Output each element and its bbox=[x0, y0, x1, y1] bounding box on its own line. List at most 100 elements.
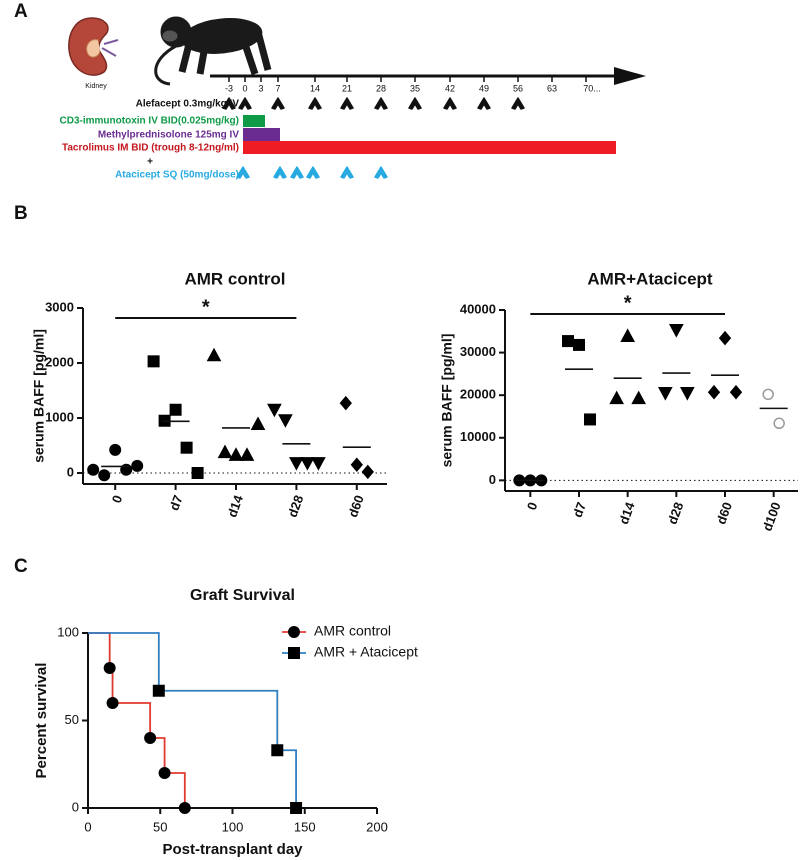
x-tick-label: 150 bbox=[294, 819, 316, 834]
x-tick-label: d7 bbox=[166, 493, 185, 512]
point bbox=[350, 457, 363, 473]
point bbox=[300, 457, 315, 471]
alefacept-dose bbox=[408, 97, 422, 110]
point bbox=[288, 626, 300, 638]
point bbox=[147, 355, 160, 368]
timeline-tick-label: 35 bbox=[410, 83, 420, 93]
kidney-icon bbox=[68, 17, 119, 76]
alefacept-dose bbox=[340, 97, 354, 110]
tacrolimus-bar bbox=[243, 141, 616, 154]
point bbox=[191, 467, 204, 479]
timeline-tick-label: 70... bbox=[583, 83, 601, 93]
point bbox=[239, 447, 255, 461]
x-tick-label: d14 bbox=[224, 492, 246, 519]
point bbox=[271, 744, 284, 757]
point bbox=[267, 403, 282, 418]
y-tick-label: 0 bbox=[72, 799, 79, 814]
point bbox=[144, 732, 157, 744]
point bbox=[152, 684, 165, 697]
point bbox=[657, 387, 673, 401]
alefacept-dose bbox=[511, 97, 525, 110]
y-tick-label: 0 bbox=[489, 472, 496, 487]
alefacept-dose bbox=[238, 97, 252, 110]
y-tick-label: 100 bbox=[57, 624, 79, 639]
y-axis-title: serum BAFF [pg/ml] bbox=[31, 329, 47, 463]
cd3-bar bbox=[243, 115, 265, 127]
x-tick-label: 200 bbox=[366, 819, 388, 834]
timeline-tick-label: 0 bbox=[242, 83, 247, 93]
point bbox=[573, 338, 585, 351]
point bbox=[584, 413, 596, 426]
alefacept-dose bbox=[374, 97, 388, 110]
y-tick-label: 30000 bbox=[460, 344, 496, 359]
point bbox=[131, 459, 144, 472]
point bbox=[361, 464, 374, 480]
point bbox=[631, 390, 647, 405]
regimen-label: Methylprednisolone 125mg IV bbox=[98, 130, 239, 141]
panel-label: C bbox=[14, 556, 28, 577]
timeline-arrowhead bbox=[614, 67, 646, 85]
legend-label: AMR control bbox=[314, 623, 391, 639]
timeline-tick-label: 63 bbox=[547, 83, 557, 93]
point bbox=[311, 457, 326, 471]
x-tick-label: 100 bbox=[222, 819, 244, 834]
significance-label: * bbox=[624, 292, 632, 314]
point bbox=[206, 347, 222, 362]
x-tick-label: d28 bbox=[285, 493, 307, 519]
panel-label: B bbox=[14, 203, 28, 224]
survival-step bbox=[88, 632, 111, 668]
atacicept-dose bbox=[374, 166, 388, 179]
atacicept-dose bbox=[306, 166, 320, 179]
x-tick-label: d60 bbox=[345, 493, 367, 519]
legend-label: AMR + Atacicept bbox=[314, 644, 418, 660]
point bbox=[718, 330, 732, 346]
y-axis-title: Percent survival bbox=[33, 663, 50, 779]
monkey-icon bbox=[154, 16, 272, 86]
survival-step bbox=[164, 772, 186, 808]
y-tick-label: 50 bbox=[65, 712, 79, 727]
point bbox=[729, 384, 743, 400]
timeline-tick-label: 49 bbox=[479, 83, 489, 93]
point bbox=[103, 662, 116, 674]
atacicept-dose bbox=[340, 166, 354, 179]
timeline-tick-label: -3 bbox=[225, 83, 233, 93]
point bbox=[217, 444, 233, 459]
regimen-label: CD3-immunotoxin IV BID(0.025mg/kg) bbox=[60, 116, 239, 127]
x-tick-label: d28 bbox=[665, 500, 687, 526]
atacicept-dose bbox=[273, 166, 287, 179]
x-tick-label: d60 bbox=[713, 500, 735, 526]
y-tick-label: 20000 bbox=[460, 387, 496, 402]
point bbox=[290, 802, 303, 814]
organ-label: Kidney bbox=[85, 83, 107, 90]
point bbox=[87, 463, 100, 476]
survival-step bbox=[88, 632, 160, 691]
x-tick-label: 0 bbox=[109, 493, 126, 505]
survival-step bbox=[277, 749, 297, 808]
alefacept-dose bbox=[477, 97, 491, 110]
x-tick-label: d14 bbox=[616, 499, 638, 526]
survival-step bbox=[112, 702, 152, 738]
x-tick-label: d7 bbox=[570, 500, 589, 519]
x-tick-label: 0 bbox=[524, 500, 541, 512]
x-axis-title: Post-transplant day bbox=[162, 841, 303, 858]
significance-label: * bbox=[202, 296, 210, 318]
timeline-tick-label: 56 bbox=[513, 83, 523, 93]
timeline-tick-label: 21 bbox=[342, 83, 352, 93]
x-tick-label: d100 bbox=[759, 500, 783, 533]
y-tick-label: 0 bbox=[67, 464, 74, 479]
timeline-tick-label: 7 bbox=[275, 83, 280, 93]
timeline-tick-label: 28 bbox=[376, 83, 386, 93]
alefacept-dose bbox=[308, 97, 322, 110]
point bbox=[773, 417, 785, 430]
y-tick-label: 10000 bbox=[460, 429, 496, 444]
point bbox=[289, 457, 304, 471]
alefacept-dose bbox=[222, 97, 236, 110]
x-tick-label: 50 bbox=[153, 819, 167, 834]
point bbox=[288, 647, 300, 659]
y-tick-label: 2000 bbox=[45, 354, 74, 369]
point bbox=[339, 395, 352, 411]
point bbox=[679, 387, 695, 401]
point bbox=[278, 414, 293, 428]
regimen-label: Tacrolimus IM BID (trough 8-12ng/ml) bbox=[62, 143, 239, 154]
